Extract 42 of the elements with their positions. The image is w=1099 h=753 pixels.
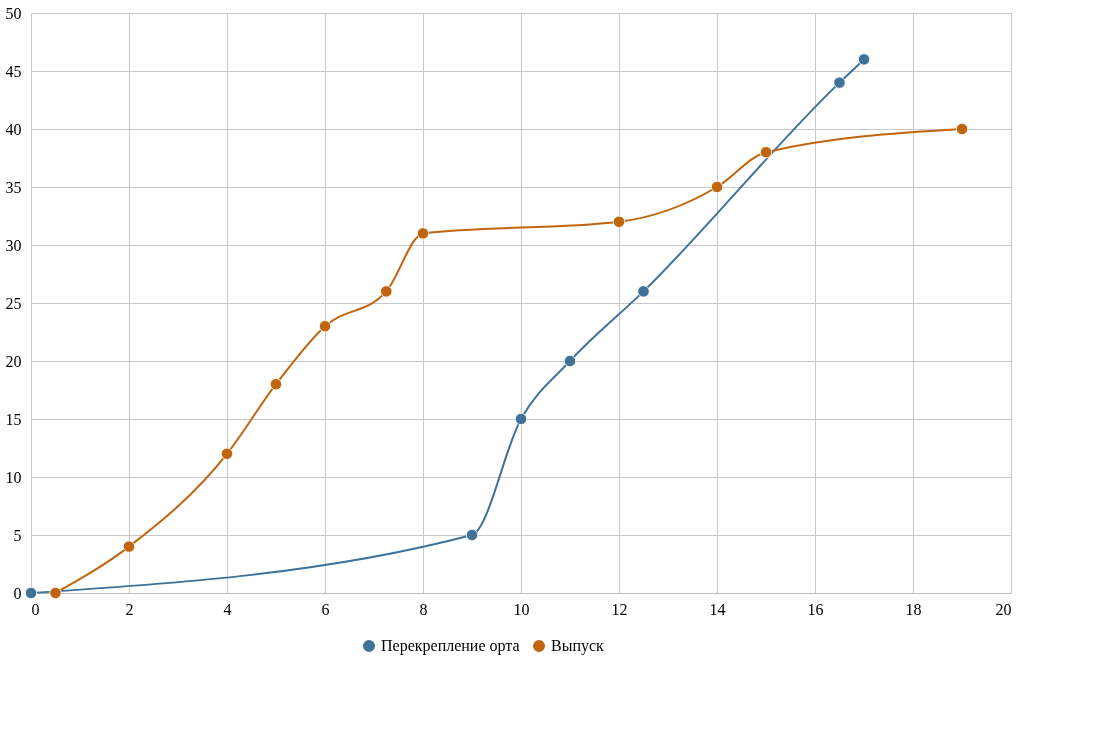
- point: [380, 285, 393, 298]
- point: [955, 122, 969, 136]
- point: [24, 586, 38, 600]
- y-tick-label: 15: [5, 410, 22, 428]
- point: [857, 53, 871, 66]
- x-tick-label: 18: [905, 600, 922, 618]
- x-tick-label: 2: [125, 600, 134, 618]
- point: [563, 354, 577, 368]
- point: [612, 215, 626, 228]
- legend-label: Перекрепление орта: [381, 637, 520, 655]
- x-tick-label: 14: [709, 600, 726, 618]
- y-tick-label: 25: [5, 294, 22, 312]
- point: [833, 76, 846, 89]
- x-tick-label: 6: [321, 600, 330, 618]
- point: [465, 528, 479, 542]
- point: [710, 180, 724, 194]
- point: [269, 378, 283, 391]
- y-tick-label: 35: [5, 178, 22, 196]
- point: [220, 447, 234, 460]
- y-tick-label: 45: [5, 62, 22, 80]
- x-tick-label: 0: [31, 600, 40, 618]
- point: [416, 227, 430, 240]
- y-tick-label: 5: [13, 526, 22, 544]
- x-tick-label: 10: [513, 600, 530, 618]
- point: [49, 586, 62, 600]
- x-tick-label: 8: [419, 600, 428, 618]
- y-tick-label: 30: [5, 236, 22, 254]
- y-tick-label: 20: [5, 352, 22, 370]
- x-tick-label: 20: [995, 600, 1012, 618]
- point: [514, 412, 528, 426]
- point: [759, 146, 773, 159]
- legend-label: Выпуск: [551, 637, 605, 655]
- point: [637, 285, 650, 298]
- y-tick-label: 0: [13, 584, 22, 602]
- y-tick-label: 50: [5, 4, 22, 22]
- x-tick-label: 12: [611, 600, 628, 618]
- x-tick-label: 16: [807, 600, 824, 618]
- point: [122, 540, 136, 553]
- point: [318, 320, 332, 333]
- y-tick-label: 40: [5, 120, 22, 138]
- y-tick-label: 10: [5, 468, 22, 486]
- x-tick-label: 4: [223, 600, 232, 618]
